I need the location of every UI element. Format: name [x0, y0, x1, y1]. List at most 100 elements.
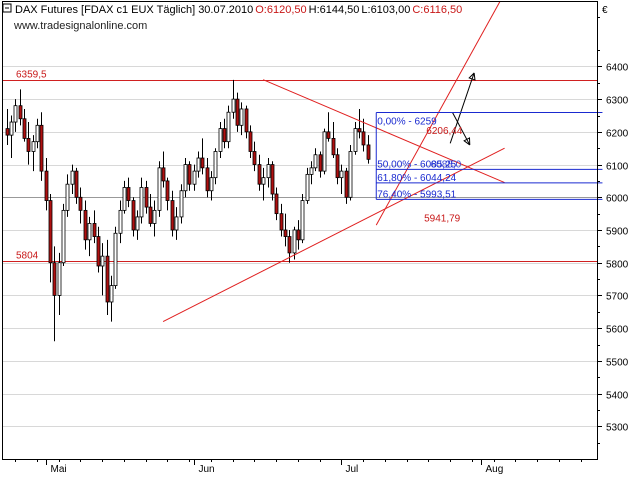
- y-tick-label: 6000: [606, 194, 629, 205]
- candle-down: [200, 157, 205, 169]
- candle-down: [252, 151, 257, 165]
- candle-up: [300, 200, 305, 241]
- candle-down: [44, 170, 49, 201]
- fib-level-label: 76,40% - 5993,51: [377, 189, 456, 200]
- y-tick-label: 5700: [606, 292, 629, 303]
- candle-down: [78, 196, 83, 211]
- fib-overlap-label: 6088,0: [431, 159, 462, 170]
- arrow-up-head: [468, 72, 476, 81]
- candle-down: [96, 236, 101, 267]
- candle-down: [279, 213, 284, 231]
- candle-down: [170, 200, 175, 231]
- price-annotation: 5941,79: [424, 213, 461, 224]
- candle-down: [26, 137, 31, 152]
- candle-up: [152, 209, 157, 224]
- candle-up: [231, 98, 236, 113]
- fib-level-label: 50,00% - 6085,25: [377, 159, 456, 170]
- candle-down: [92, 223, 97, 237]
- candle-down: [296, 229, 301, 241]
- candle-up: [70, 170, 75, 185]
- candle-down: [357, 128, 362, 133]
- y-tick-label: 5500: [606, 358, 629, 369]
- currency-symbol: €: [602, 5, 608, 16]
- header-open: O:6120,50: [255, 4, 306, 16]
- candle-up: [179, 190, 184, 218]
- header-low: L:6103,00: [361, 4, 410, 16]
- horizontal-level-label: 5804: [16, 251, 39, 262]
- candle-up: [100, 255, 105, 267]
- candle-up: [118, 209, 123, 234]
- candle-up: [61, 209, 66, 264]
- candle-up: [226, 111, 231, 143]
- candle-down: [187, 164, 192, 185]
- candle-up: [309, 167, 314, 175]
- candle-up: [322, 131, 327, 172]
- candle-up: [192, 170, 197, 185]
- candle-down: [326, 131, 331, 139]
- candle-down: [83, 209, 88, 241]
- candle-down: [205, 167, 210, 192]
- candle-up: [292, 229, 297, 254]
- candle-up: [209, 177, 214, 192]
- candle-down: [165, 180, 170, 201]
- candle-down: [5, 128, 10, 136]
- candle-up: [65, 183, 70, 211]
- candle-down: [361, 131, 366, 146]
- y-tick-label: 5800: [606, 260, 629, 271]
- candle-up: [213, 151, 218, 179]
- trendline: [262, 79, 505, 184]
- trendline: [162, 147, 505, 323]
- candle-down: [270, 164, 275, 195]
- x-tick-label: Aug: [486, 464, 504, 475]
- candle-down: [244, 108, 249, 133]
- candle-up: [339, 170, 344, 179]
- candle-up: [157, 167, 162, 211]
- candle-down: [235, 98, 240, 126]
- candle-up: [183, 164, 188, 192]
- candle-down: [318, 154, 323, 172]
- candle-down: [344, 170, 349, 198]
- fib-level-label: 0,00% - 6259: [377, 117, 437, 128]
- candle-up: [196, 157, 201, 172]
- y-tick-label: 6100: [606, 162, 629, 173]
- arrow-up: [449, 72, 475, 144]
- candle-up: [122, 187, 127, 211]
- candle-down: [331, 137, 336, 156]
- y-tick-label: 5300: [606, 423, 629, 434]
- candle-up: [239, 108, 244, 126]
- candle-up: [35, 124, 40, 143]
- candle-down: [161, 167, 166, 182]
- arrow-down-head: [463, 137, 471, 146]
- candle-up: [353, 128, 358, 152]
- y-tick-label: 5900: [606, 227, 629, 238]
- candle-down: [222, 128, 227, 143]
- candle-up: [57, 262, 62, 296]
- candle-up: [305, 173, 310, 201]
- horizontal-level-label: 6359,5: [16, 70, 47, 81]
- watermark-text: www.tradesignalonline.com: [13, 20, 147, 32]
- price-annotation: 6206,44: [426, 126, 463, 137]
- candle-down: [335, 154, 340, 179]
- y-tick-label: 6400: [606, 63, 629, 74]
- candle-up: [313, 154, 318, 169]
- candle-down: [366, 144, 371, 160]
- candle-down: [126, 187, 131, 201]
- candle-up: [109, 285, 114, 303]
- candle-up: [218, 128, 223, 152]
- header-high: H:6144,50: [309, 4, 360, 16]
- candle-down: [48, 200, 53, 264]
- candle-down: [39, 124, 44, 172]
- candles-layer: [5, 79, 371, 342]
- candle-up: [266, 164, 271, 179]
- candle-up: [261, 177, 266, 185]
- candle-down: [105, 255, 110, 303]
- candle-down: [148, 206, 153, 224]
- y-tick-label: 6300: [606, 96, 629, 107]
- candle-down: [144, 187, 149, 208]
- y-tick-label: 5600: [606, 325, 629, 336]
- x-tick-label: Jul: [346, 464, 359, 475]
- candle-up: [87, 223, 92, 241]
- header-close: C:6116,50: [412, 4, 462, 16]
